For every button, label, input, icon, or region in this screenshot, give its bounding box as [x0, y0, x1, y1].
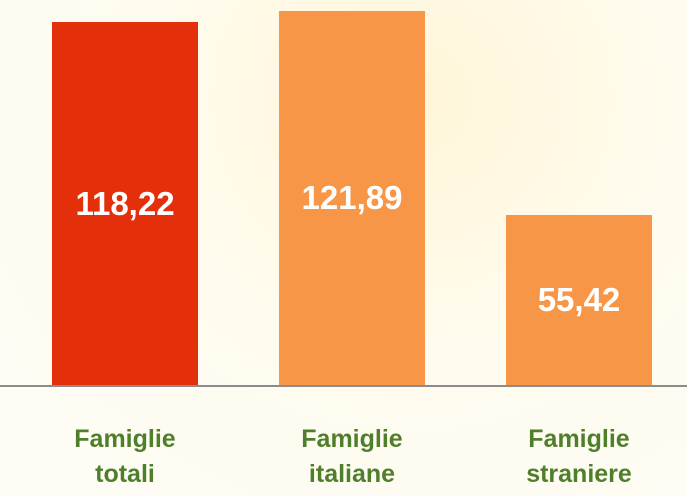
bar — [52, 22, 198, 385]
x-tick-label: Famiglie italiane — [301, 425, 403, 488]
data-label: 121,89 — [301, 179, 403, 216]
bar — [279, 11, 425, 385]
x-axis-line — [0, 385, 687, 387]
x-tick-label: Famiglie straniere — [526, 425, 632, 488]
data-label: 55,42 — [537, 280, 621, 318]
data-label: 118,22 — [75, 184, 175, 222]
x-tick-label: Famiglie totali — [74, 425, 176, 488]
bar — [506, 214, 652, 385]
